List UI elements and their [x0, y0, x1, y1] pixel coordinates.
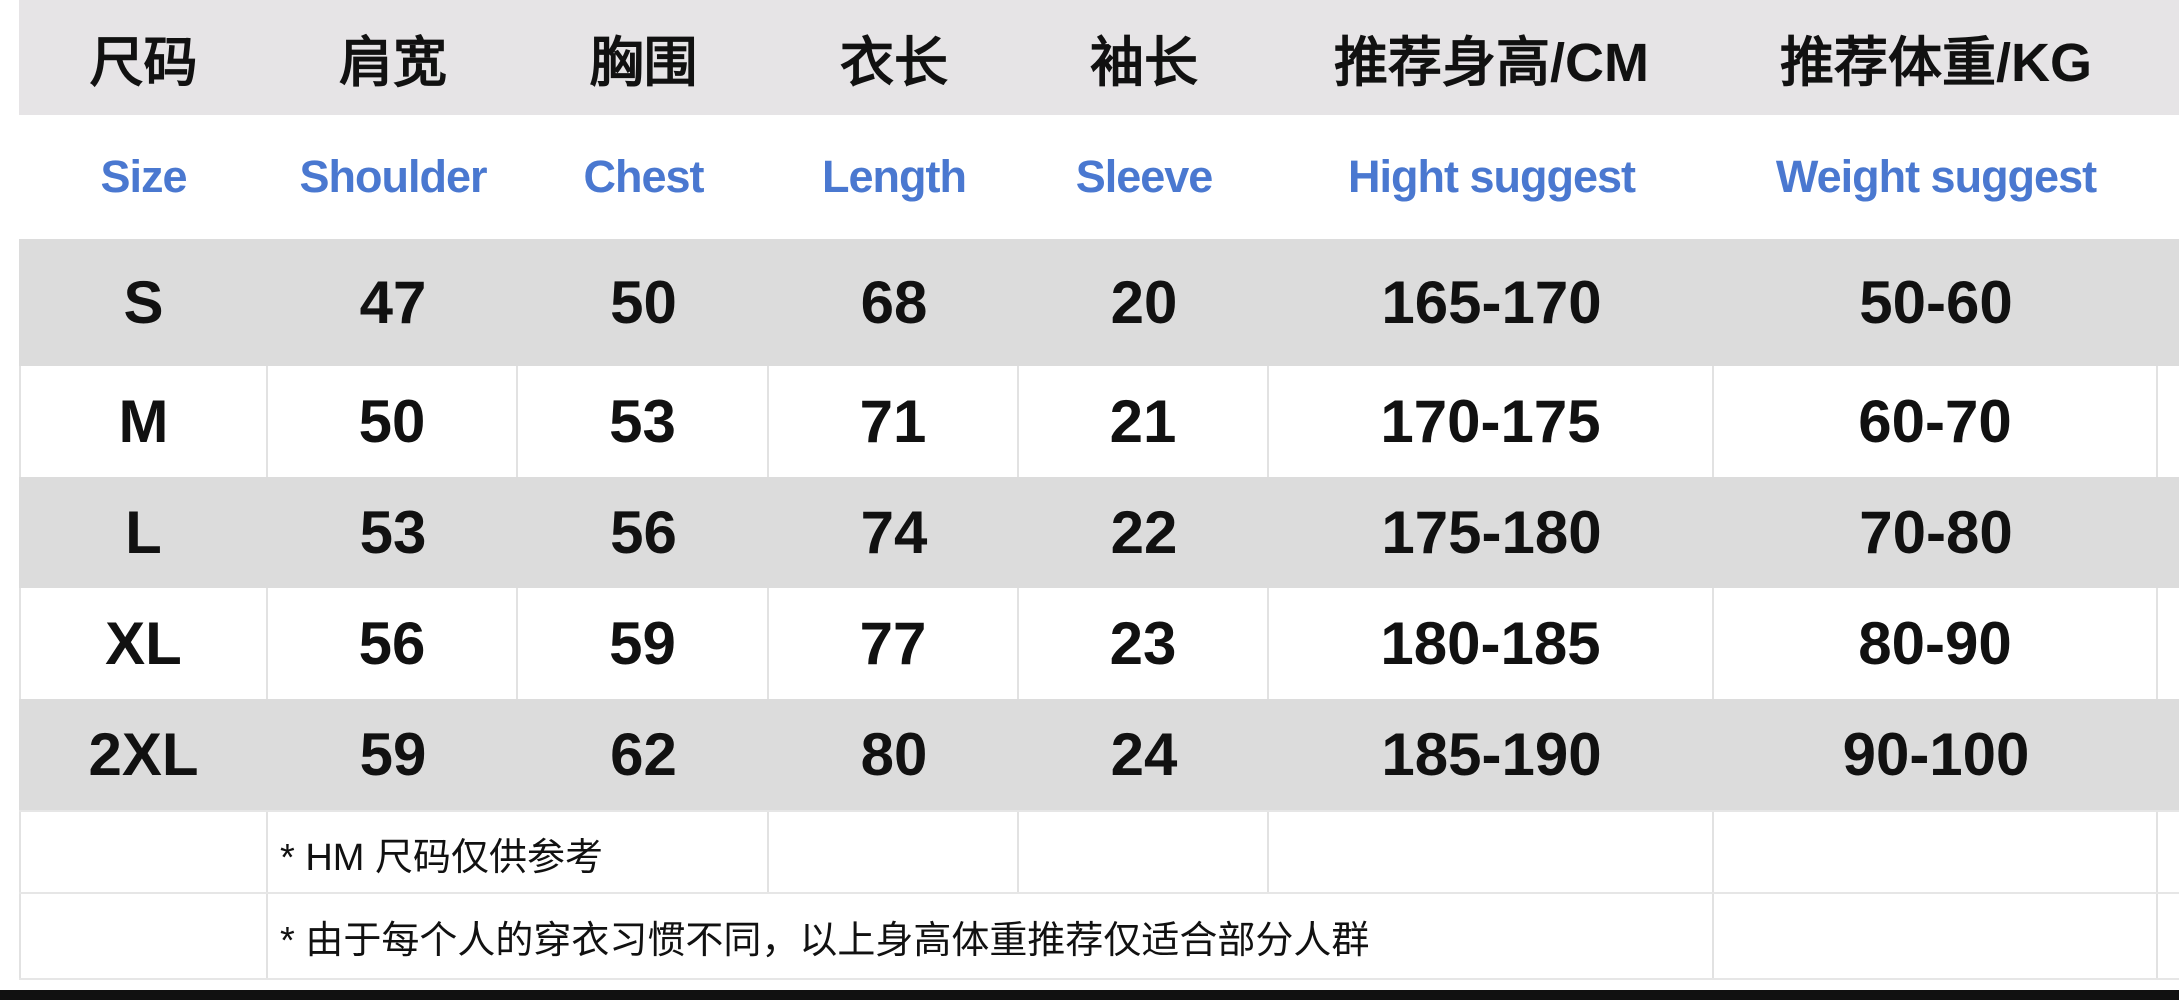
table-cell: L: [125, 499, 162, 566]
table-cell: 59: [518, 588, 769, 699]
table-cell: 20: [1110, 269, 1178, 336]
size-row: XL 56 59 77 23 180-185 80-90: [19, 588, 2179, 701]
table-cell: 60-70: [1714, 366, 2158, 477]
table-cell: 175-180: [1381, 499, 1602, 566]
bottom-bar: [0, 990, 2179, 1000]
table-cell: 80-90: [1714, 588, 2158, 699]
header-cell: 胸围: [589, 33, 698, 93]
table-cell: 50: [610, 269, 677, 336]
table-cell: 53: [359, 499, 427, 566]
table-cell: 90-100: [1842, 721, 2030, 788]
header-row-chinese: 尺码 肩宽 胸围 衣长 袖长 推荐身高/CM 推荐体重/KG: [19, 0, 2179, 115]
size-row: S 47 50 68 20 165-170 50-60: [19, 239, 2179, 366]
header-cell: 衣长: [840, 33, 948, 93]
table-cell: XL: [19, 588, 268, 699]
table-cell: 185-190: [1381, 721, 1602, 788]
header-cell-en: Weight suggest: [1775, 151, 2097, 202]
table-cell: 50-60: [1859, 269, 2013, 336]
table-cell: 68: [860, 269, 928, 336]
header-cell: 推荐体重/KG: [1779, 33, 2092, 93]
table-cell: 2XL: [88, 721, 199, 788]
size-row: M 50 53 71 21 170-175 60-70: [19, 366, 2179, 479]
table-cell: 47: [359, 269, 427, 336]
table-cell: 53: [518, 366, 769, 477]
size-row: L 53 56 74 22 175-180 70-80: [19, 477, 2179, 588]
header-cell: 推荐身高/CM: [1334, 33, 1649, 93]
table-cell: 24: [1110, 721, 1178, 788]
header-cell-en: Sleeve: [1075, 151, 1214, 202]
table-cell: 22: [1110, 499, 1178, 566]
table-cell: 170-175: [1269, 366, 1714, 477]
header-cell-en: Shoulder: [299, 151, 487, 202]
table-cell: 77: [769, 588, 1019, 699]
table-cell: S: [123, 269, 164, 336]
header-cell-en: Chest: [583, 151, 704, 202]
header-cell-en: Length: [822, 151, 967, 202]
table-cell: 180-185: [1269, 588, 1714, 699]
table-cell: 21: [1019, 366, 1269, 477]
table-cell: 59: [359, 721, 427, 788]
table-cell: 165-170: [1381, 269, 1602, 336]
header-cell-en: Hight suggest: [1348, 151, 1636, 202]
header-cell: 肩宽: [339, 33, 447, 93]
table-cell: 23: [1019, 588, 1269, 699]
header-cell: 尺码: [89, 33, 198, 93]
table-cell: 50: [268, 366, 518, 477]
note-text: * HM 尺码仅供参考: [268, 812, 769, 894]
table-cell: 70-80: [1859, 499, 2013, 566]
table-cell: 56: [610, 499, 677, 566]
note-text: * 由于每个人的穿衣习惯不同，以上身高体重推荐仅适合部分人群: [268, 894, 1714, 978]
note-row-2: * 由于每个人的穿衣习惯不同，以上身高体重推荐仅适合部分人群: [19, 892, 2179, 980]
table-cell: 74: [860, 499, 928, 566]
size-row: 2XL 59 62 80 24 185-190 90-100: [19, 699, 2179, 810]
table-cell: 71: [769, 366, 1019, 477]
header-cell: 袖长: [1090, 33, 1198, 93]
table-cell: 80: [860, 721, 928, 788]
header-row-english: Size Shoulder Chest Length Sleeve Hight …: [19, 115, 2179, 239]
table-cell: 56: [268, 588, 518, 699]
table-cell: M: [19, 366, 268, 477]
note-row-1: * HM 尺码仅供参考: [19, 810, 2179, 894]
header-cell-en: Size: [100, 151, 187, 202]
table-cell: 62: [610, 721, 677, 788]
